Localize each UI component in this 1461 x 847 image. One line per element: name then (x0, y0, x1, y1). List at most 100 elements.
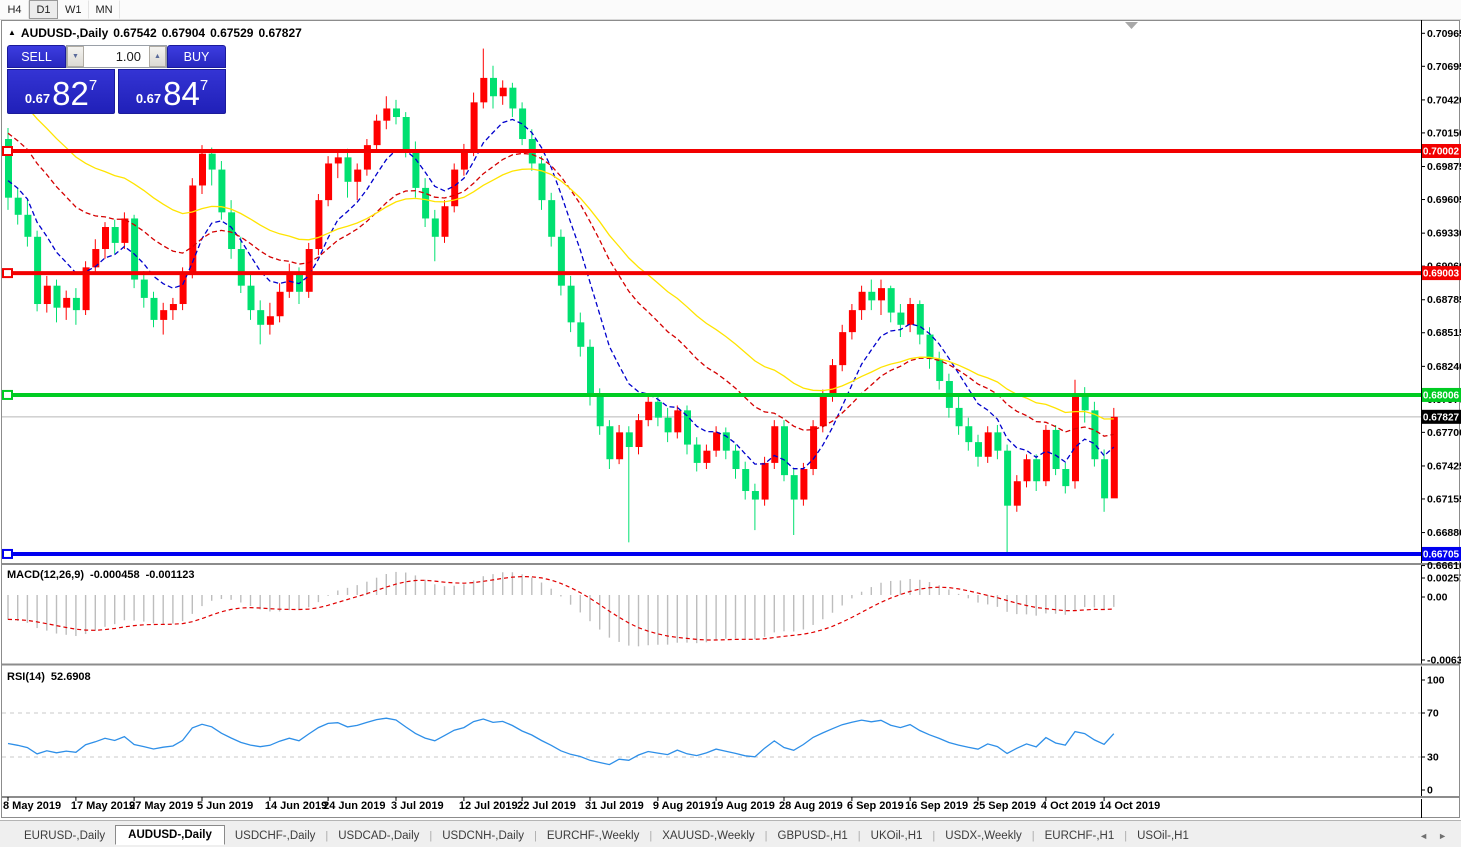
support-line-handle[interactable] (2, 389, 13, 400)
date-label: 9 Aug 2019 (653, 800, 711, 812)
symbol-tab-ukoil-h1[interactable]: UKOil-,H1 (870, 830, 923, 842)
timeframe-button-h4[interactable]: H4 (0, 0, 29, 19)
candle-body (1052, 429, 1060, 470)
volume-increase-button[interactable]: ▲ (149, 46, 166, 67)
sell-button[interactable]: SELL (7, 45, 66, 68)
timeframe-button-w1[interactable]: W1 (58, 0, 89, 19)
macd-signal-value: -0.001123 (145, 569, 195, 581)
chart-expand-icon[interactable]: ▲ (8, 27, 16, 37)
candle-body (14, 197, 22, 215)
candle-body (1072, 395, 1079, 482)
date-label: 14 Oct 2019 (1099, 800, 1160, 812)
candle-body (645, 401, 653, 421)
candle-body (5, 139, 12, 198)
price-tick-label: 0.67425 (1427, 460, 1461, 472)
chart-symbol-label: AUDUSD-,Daily (20, 26, 109, 40)
candle-body (393, 108, 400, 118)
symbol-tab-eurusd-daily[interactable]: EURUSD-,Daily (24, 830, 106, 842)
chart-frame (1, 20, 1460, 818)
candle-body (509, 87, 517, 109)
chart-title: ▲ AUDUSD-,Daily 0.67542 0.67904 0.67529 … (8, 26, 302, 40)
candle-body (742, 469, 750, 492)
price-tick-label: 0.68515 (1427, 327, 1461, 339)
buy-button[interactable]: BUY (167, 45, 226, 68)
symbol-tabbar: EURUSD-,Daily AUDUSD-,Daily USDCHF-,Daily |… (0, 820, 1461, 847)
symbol-tab-audusd-daily[interactable]: AUDUSD-,Daily (115, 825, 225, 845)
candle-body (189, 185, 197, 274)
symbol-tab-eurchf-weekly[interactable]: EURCHF-,Weekly (546, 830, 640, 842)
axis-price-flag (1422, 387, 1461, 402)
candle-body (218, 169, 226, 213)
candle-body (878, 288, 885, 301)
volume-decrease-button[interactable]: ▼ (67, 46, 84, 67)
timeframe-button-d1[interactable]: D1 (29, 0, 58, 19)
candle-body (286, 273, 294, 292)
candle-body (34, 236, 42, 305)
symbol-tab-usoil-h1[interactable]: USOil-,H1 (1137, 830, 1189, 842)
candle-body (228, 212, 236, 250)
candle-body (1081, 395, 1089, 411)
candle-body (567, 285, 575, 323)
triangle-up-icon: ▲ (154, 53, 161, 60)
candle-body (984, 432, 992, 457)
support-line-handle[interactable] (2, 548, 13, 559)
candle-body (722, 432, 730, 451)
resistance-line-handle[interactable] (2, 145, 13, 156)
chart-shift-marker-icon[interactable] (1125, 22, 1138, 29)
date-label: 12 Jul 2019 (459, 800, 518, 812)
timeframe-button-mn[interactable]: MN (89, 0, 120, 19)
candle-body (519, 108, 527, 140)
candle-body (616, 432, 624, 460)
price-tick-label: 0.70695 (1427, 61, 1461, 73)
candle-body (848, 310, 856, 333)
symbol-tab-usdx-weekly[interactable]: USDX-,Weekly (945, 830, 1022, 842)
ma-mid-red-line (7, 132, 1114, 437)
resistance-line-handle[interactable] (2, 268, 13, 279)
macd-name: MACD(12,26,9) (7, 569, 85, 581)
tab-scroll-right-icon[interactable]: ► (1438, 831, 1447, 841)
price-tick-label: 0.68785 (1427, 294, 1461, 306)
candle-body (169, 304, 177, 311)
candle-body (936, 359, 944, 382)
symbol-tab-usdchf-daily[interactable]: USDCHF-,Daily (234, 830, 316, 842)
symbol-tab-gbpusd-h1[interactable]: GBPUSD-,H1 (777, 830, 848, 842)
axis-price-flag-text: 0.69003 (1423, 269, 1460, 280)
volume-input[interactable]: 1.00 (84, 46, 149, 67)
date-label: 16 Sep 2019 (905, 800, 968, 812)
macd-scale-label: 0.00 (1427, 592, 1448, 604)
buy-price-button[interactable]: 0.67 84 7 (118, 69, 226, 114)
date-label: 14 Jun 2019 (265, 800, 327, 812)
symbol-tab-xauusd-weekly[interactable]: XAUUSD-,Weekly (662, 830, 755, 842)
candle-body (965, 426, 973, 443)
candle-body (557, 236, 565, 286)
candle-body (1042, 429, 1050, 482)
date-label: 5 Jun 2019 (197, 800, 253, 812)
candle-body (412, 151, 420, 188)
candle-body (761, 462, 769, 500)
candle-body (373, 120, 381, 146)
symbol-tab-usdcnh-daily[interactable]: USDCNH-,Daily (442, 830, 525, 842)
candle-body (150, 297, 158, 320)
axis-price-flag (1422, 143, 1461, 158)
axis-price-flag-text: 0.68006 (1423, 390, 1460, 401)
candle-body (354, 169, 362, 182)
candle-body (451, 169, 459, 207)
date-label: 28 Aug 2019 (779, 800, 843, 812)
candle-body (431, 218, 439, 237)
tab-scroll-left-icon[interactable]: ◄ (1419, 831, 1429, 841)
candle-body (839, 332, 847, 366)
axis-price-flag-text: 0.66705 (1423, 549, 1460, 560)
sell-price-button[interactable]: 0.67 82 7 (7, 69, 115, 114)
candle-body (781, 426, 788, 476)
axis-price-flag (1422, 409, 1461, 424)
trade-panel-price-row: 0.67 82 7 0.67 84 7 (7, 69, 226, 114)
candle-body (460, 151, 468, 170)
candle-body (1062, 469, 1070, 487)
buy-price-big: 84 (163, 75, 200, 112)
candle-body (654, 401, 662, 418)
symbol-tab-usdcad-daily[interactable]: USDCAD-,Daily (338, 830, 420, 842)
tab-separator: | (429, 830, 433, 842)
symbol-tab-eurchf-h1[interactable]: EURCHF-,H1 (1044, 830, 1115, 842)
